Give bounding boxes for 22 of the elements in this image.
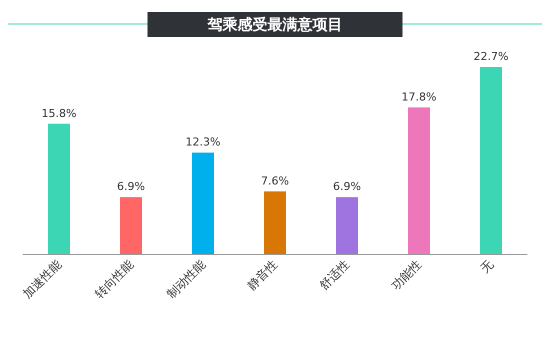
data-label: 22.7% xyxy=(474,50,508,63)
x-tick-label: 功能性 xyxy=(388,257,424,292)
x-tick-label: 转向性能 xyxy=(92,257,136,301)
data-label: 7.6% xyxy=(261,174,289,188)
data-label: 15.8% xyxy=(42,106,76,120)
data-label: 12.3% xyxy=(186,136,220,149)
bar xyxy=(408,107,430,254)
chart-title: 驾乘感受最满意项目 xyxy=(206,16,342,34)
bar xyxy=(120,197,142,254)
bar xyxy=(480,66,502,254)
x-tick-label: 舒适性 xyxy=(316,257,352,292)
x-tick-label: 加速性能 xyxy=(20,257,64,301)
data-label: 6.9% xyxy=(117,180,145,194)
data-label: 6.9% xyxy=(333,180,361,194)
bar xyxy=(264,191,286,254)
data-label: 17.8% xyxy=(402,90,436,104)
bar xyxy=(48,124,70,254)
bar xyxy=(192,152,214,254)
x-tick-label: 制动性能 xyxy=(164,257,208,301)
x-tick-label: 静音性 xyxy=(244,257,280,292)
x-tick-label: 无 xyxy=(478,257,496,276)
bar xyxy=(336,197,358,254)
